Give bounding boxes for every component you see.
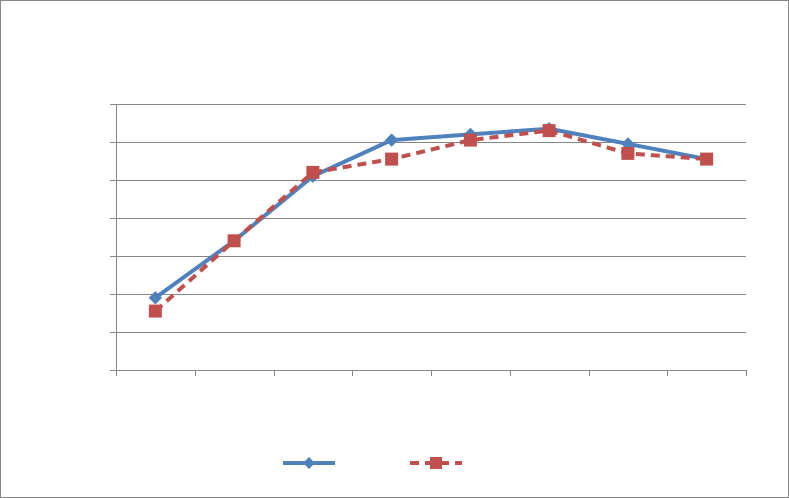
legend — [283, 457, 462, 469]
data-point — [542, 124, 556, 138]
data-point — [306, 165, 320, 179]
series-line-2 — [154, 128, 707, 313]
data-point — [227, 234, 241, 248]
data-point — [148, 291, 163, 305]
series-layer — [148, 121, 714, 318]
gridlines — [116, 104, 746, 333]
data-point — [700, 152, 714, 166]
legend-marker-2 — [430, 457, 442, 469]
data-point — [621, 146, 635, 160]
axes — [110, 104, 747, 376]
data-point — [148, 304, 162, 318]
data-point — [385, 152, 399, 166]
legend-marker-1 — [303, 457, 315, 469]
data-point — [463, 133, 477, 147]
data-point — [384, 133, 399, 147]
